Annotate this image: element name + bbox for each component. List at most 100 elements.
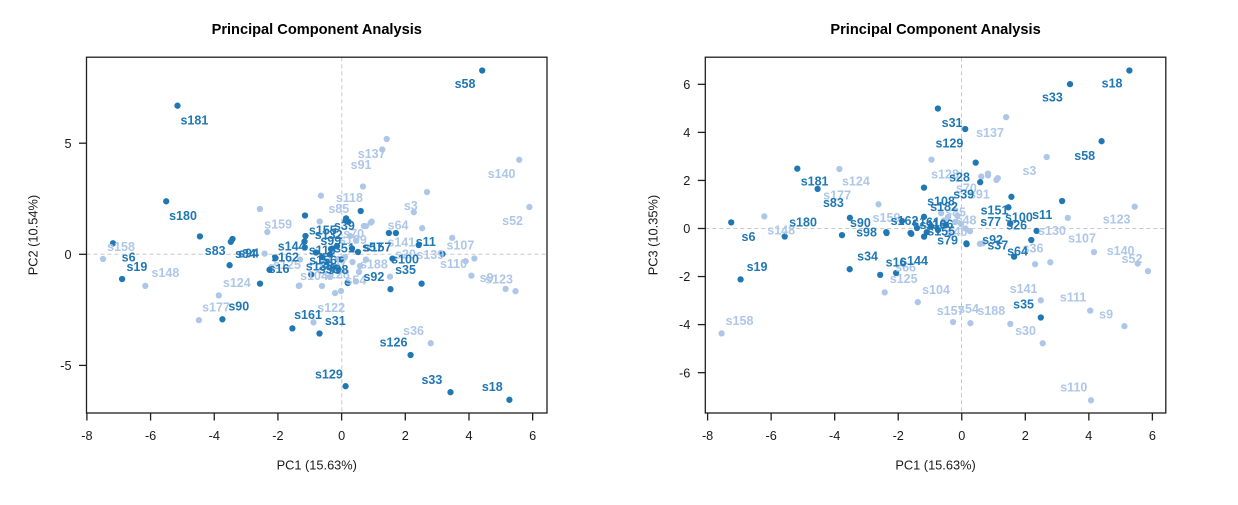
svg-text:s37: s37 [987,239,1008,253]
svg-text:s64: s64 [388,219,409,233]
svg-text:s109: s109 [339,233,367,247]
svg-text:s166: s166 [925,217,953,231]
svg-text:PC1 (15.63%): PC1 (15.63%) [895,458,975,473]
svg-text:s20: s20 [395,247,416,261]
svg-text:2: 2 [1022,429,1029,443]
svg-text:s159: s159 [264,217,292,231]
svg-text:s36: s36 [403,324,424,338]
svg-text:s141: s141 [1010,282,1038,296]
svg-text:s94: s94 [238,247,259,261]
svg-text:s54: s54 [958,302,979,316]
svg-text:s177: s177 [202,300,230,314]
svg-text:s31: s31 [325,314,346,328]
svg-text:s144: s144 [278,240,306,254]
svg-text:s34: s34 [857,250,878,264]
svg-text:s158: s158 [107,240,135,254]
svg-text:-6: -6 [679,366,690,380]
svg-text:s48: s48 [956,213,977,227]
svg-text:s162: s162 [891,214,919,228]
svg-text:s39: s39 [334,219,355,233]
svg-text:s83: s83 [205,244,226,258]
svg-text:s123: s123 [1103,213,1131,227]
svg-text:s188: s188 [977,304,1005,318]
svg-text:s52: s52 [1122,252,1143,266]
svg-text:s140: s140 [488,167,516,181]
svg-text:s33: s33 [421,373,442,387]
svg-text:s159: s159 [873,211,901,225]
svg-text:s128: s128 [931,167,959,181]
svg-text:s182: s182 [930,200,958,214]
svg-text:s77: s77 [980,215,1001,229]
svg-text:s119: s119 [309,244,336,258]
svg-text:s35: s35 [1013,298,1034,312]
svg-text:s52: s52 [502,214,523,228]
svg-text:s140: s140 [1107,244,1135,258]
svg-text:s124: s124 [842,174,870,188]
svg-text:s26: s26 [1006,219,1027,233]
svg-text:s19: s19 [747,260,768,274]
svg-text:s90: s90 [228,299,249,313]
svg-text:s137: s137 [976,126,1004,140]
svg-text:s122: s122 [317,301,345,315]
svg-text:-2: -2 [893,429,904,443]
svg-text:s54: s54 [345,273,366,287]
svg-text:s85: s85 [328,202,349,216]
svg-text:s16: s16 [886,256,907,270]
svg-text:2: 2 [683,174,690,188]
svg-text:s6: s6 [742,230,756,244]
svg-text:s111: s111 [1060,291,1086,305]
svg-text:s125: s125 [890,272,918,286]
svg-text:6: 6 [1149,429,1156,443]
svg-text:0: 0 [338,429,345,443]
svg-text:0: 0 [958,429,965,443]
svg-text:PC3 (10.35%): PC3 (10.35%) [646,195,661,275]
svg-text:s98: s98 [328,263,349,277]
svg-text:PC2 (10.54%): PC2 (10.54%) [26,195,41,275]
svg-text:4: 4 [465,429,472,443]
svg-text:s158: s158 [726,314,754,328]
svg-text:s51: s51 [334,242,355,256]
svg-text:s57: s57 [362,241,383,255]
svg-text:s18: s18 [1102,77,1123,91]
svg-text:s31: s31 [942,116,963,130]
svg-text:s84: s84 [235,247,256,261]
svg-text:0: 0 [64,248,71,262]
svg-text:s123: s123 [485,272,513,286]
svg-text:s99: s99 [320,234,341,248]
svg-text:s98: s98 [856,225,877,239]
svg-text:s35: s35 [395,263,416,277]
svg-text:s155: s155 [309,223,337,237]
svg-text:s129: s129 [315,367,343,381]
svg-text:Principal Component Analysis: Principal Component Analysis [830,22,1040,38]
svg-text:s144: s144 [900,254,928,268]
svg-text:s177: s177 [823,189,851,203]
svg-text:s132: s132 [315,228,343,242]
svg-text:s6: s6 [122,251,136,265]
svg-text:2: 2 [402,429,409,443]
svg-text:s85: s85 [945,206,966,220]
svg-text:s96: s96 [319,263,340,277]
svg-text:s157: s157 [937,304,965,318]
svg-text:s180: s180 [789,216,817,230]
svg-text:s161: s161 [912,215,940,229]
svg-text:Principal Component Analysis: Principal Component Analysis [212,22,422,38]
svg-text:s181: s181 [180,113,208,127]
svg-text:s108: s108 [927,194,955,208]
svg-text:-4: -4 [679,318,690,332]
svg-text:s3: s3 [1022,164,1036,178]
svg-text:s162: s162 [271,250,299,264]
svg-text:s92: s92 [363,270,384,284]
svg-text:s148: s148 [151,266,179,280]
svg-text:s28: s28 [949,171,970,185]
svg-text:s110: s110 [1060,381,1087,395]
svg-text:s90: s90 [850,216,871,230]
svg-text:s161: s161 [294,308,322,322]
svg-text:s188: s188 [360,258,388,272]
svg-text:s107: s107 [1068,232,1096,246]
svg-text:-2: -2 [272,429,283,443]
svg-text:s70: s70 [343,227,364,241]
svg-text:s33: s33 [1042,91,1063,105]
svg-text:s110: s110 [440,257,467,271]
svg-text:s141: s141 [387,236,415,250]
svg-text:PC1 (15.63%): PC1 (15.63%) [277,458,357,473]
